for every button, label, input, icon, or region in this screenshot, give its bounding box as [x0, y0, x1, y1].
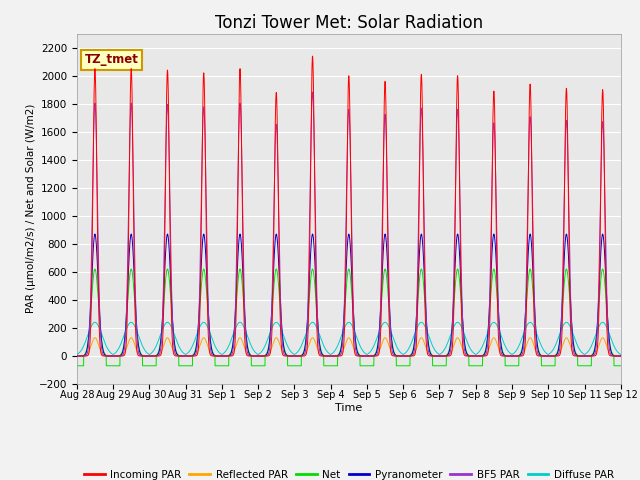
X-axis label: Time: Time: [335, 403, 362, 413]
Legend: Incoming PAR, Reflected PAR, Net, Pyranometer, BF5 PAR, Diffuse PAR: Incoming PAR, Reflected PAR, Net, Pyrano…: [79, 466, 618, 480]
Text: TZ_tmet: TZ_tmet: [85, 53, 139, 66]
Y-axis label: PAR (μmol/m2/s) / Net and Solar (W/m2): PAR (μmol/m2/s) / Net and Solar (W/m2): [26, 104, 36, 313]
Title: Tonzi Tower Met: Solar Radiation: Tonzi Tower Met: Solar Radiation: [215, 14, 483, 32]
